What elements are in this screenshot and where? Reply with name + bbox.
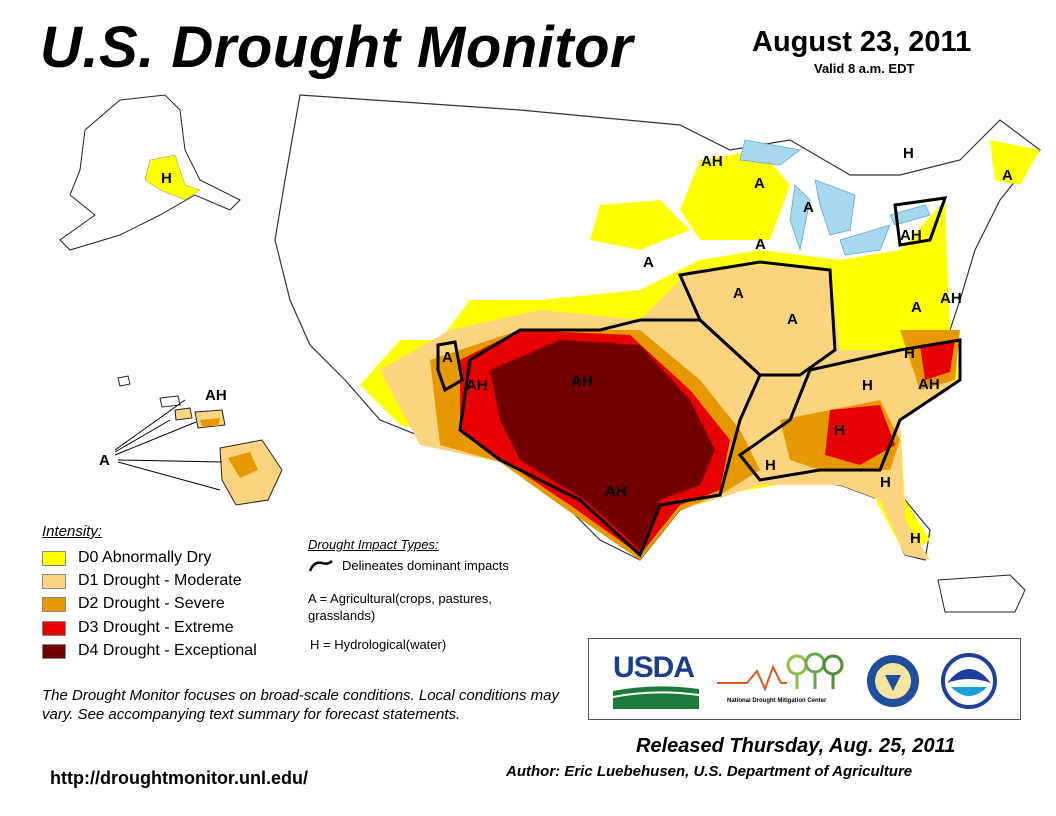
impact-line-key: Delineates dominant impacts (308, 558, 509, 573)
impact-line-icon (308, 559, 333, 572)
usda-field-icon (612, 686, 700, 709)
alaska-region (59, 94, 241, 251)
impact-hydrological: H = Hydrological(water) (310, 637, 447, 652)
contiguous-us (274, 94, 1041, 561)
map-label: A (754, 175, 765, 192)
impact-agricultural: A = Agricultural(crops, pastures, grassl… (308, 591, 492, 623)
doc-seal-icon (867, 655, 919, 707)
legend-label: D3 Drought - Extreme (78, 619, 234, 636)
legend-swatch (42, 643, 66, 659)
map-label: A (442, 349, 453, 366)
legend-swatch (42, 550, 66, 566)
map-label: H (904, 345, 915, 362)
map-label: AH (918, 376, 940, 393)
map-title: U.S. Drought Monitor (40, 15, 634, 80)
map-label: AH (701, 153, 723, 170)
hawaii-region (114, 375, 283, 506)
author-line: Author: Eric Luebehusen, U.S. Department… (506, 763, 913, 780)
legend-item-d3: D3 Drought - Extreme (42, 618, 234, 638)
partner-logos: USDA National Drought Mitigation Center (588, 638, 1021, 720)
map-label: H (880, 474, 891, 491)
impact-line-label: Delineates dominant impacts (342, 558, 509, 573)
usda-logo: USDA (612, 651, 700, 709)
legend-label: D4 Drought - Exceptional (78, 642, 257, 659)
ndmc-logo: National Drought Mitigation Center (717, 649, 847, 711)
disclaimer-note: The Drought Monitor focuses on broad-sca… (42, 687, 559, 723)
ndmc-wordmark: National Drought Mitigation Center (727, 698, 827, 704)
map-label: A (911, 299, 922, 316)
map-label: A (803, 199, 814, 216)
legend-item-d0: D0 Abnormally Dry (42, 548, 211, 568)
map-label: AH (900, 227, 922, 244)
legend-item-d4: D4 Drought - Exceptional (42, 641, 257, 661)
map-label: A (99, 452, 110, 469)
noaa-logo-icon (941, 653, 997, 709)
legend-label: D1 Drought - Moderate (78, 572, 242, 589)
map-label: H (765, 457, 776, 474)
map-label: AH (571, 373, 593, 390)
map-label: AH (466, 377, 488, 394)
map-label: A (643, 254, 654, 271)
map-date: August 23, 2011 (752, 26, 972, 58)
legend-item-d1: D1 Drought - Moderate (42, 571, 242, 591)
legend-swatch (42, 596, 66, 612)
impact-types-heading: Drought Impact Types: (308, 537, 439, 552)
map-label: H (910, 530, 921, 547)
valid-time: Valid 8 a.m. EDT (814, 61, 915, 76)
drought-map: H AH A AH A A A A A H A A AH A AH AH A H… (59, 94, 1041, 613)
map-label: A (1002, 167, 1013, 184)
map-label: A (787, 311, 798, 328)
map-label: AH (940, 290, 962, 307)
map-label: A (755, 236, 766, 253)
map-label: AH (605, 483, 627, 500)
legend-label: D0 Abnormally Dry (78, 549, 212, 566)
legend-swatch (42, 620, 66, 636)
usda-wordmark: USDA (613, 651, 695, 684)
map-label: H (903, 145, 914, 162)
map-label: H (834, 422, 845, 439)
website-link[interactable]: http://droughtmonitor.unl.edu/ (50, 768, 308, 788)
release-date: Released Thursday, Aug. 25, 2011 (636, 735, 956, 757)
puerto-rico-region (937, 574, 1026, 613)
intensity-heading: Intensity: (42, 523, 103, 540)
legend-swatch (42, 573, 66, 589)
map-label: A (733, 285, 744, 302)
map-label: H (161, 170, 172, 187)
map-label: AH (205, 387, 227, 404)
legend-item-d2: D2 Drought - Severe (42, 594, 225, 614)
legend-label: D2 Drought - Severe (78, 595, 225, 612)
map-label: H (862, 377, 873, 394)
ndmc-trees-icon (717, 652, 844, 692)
